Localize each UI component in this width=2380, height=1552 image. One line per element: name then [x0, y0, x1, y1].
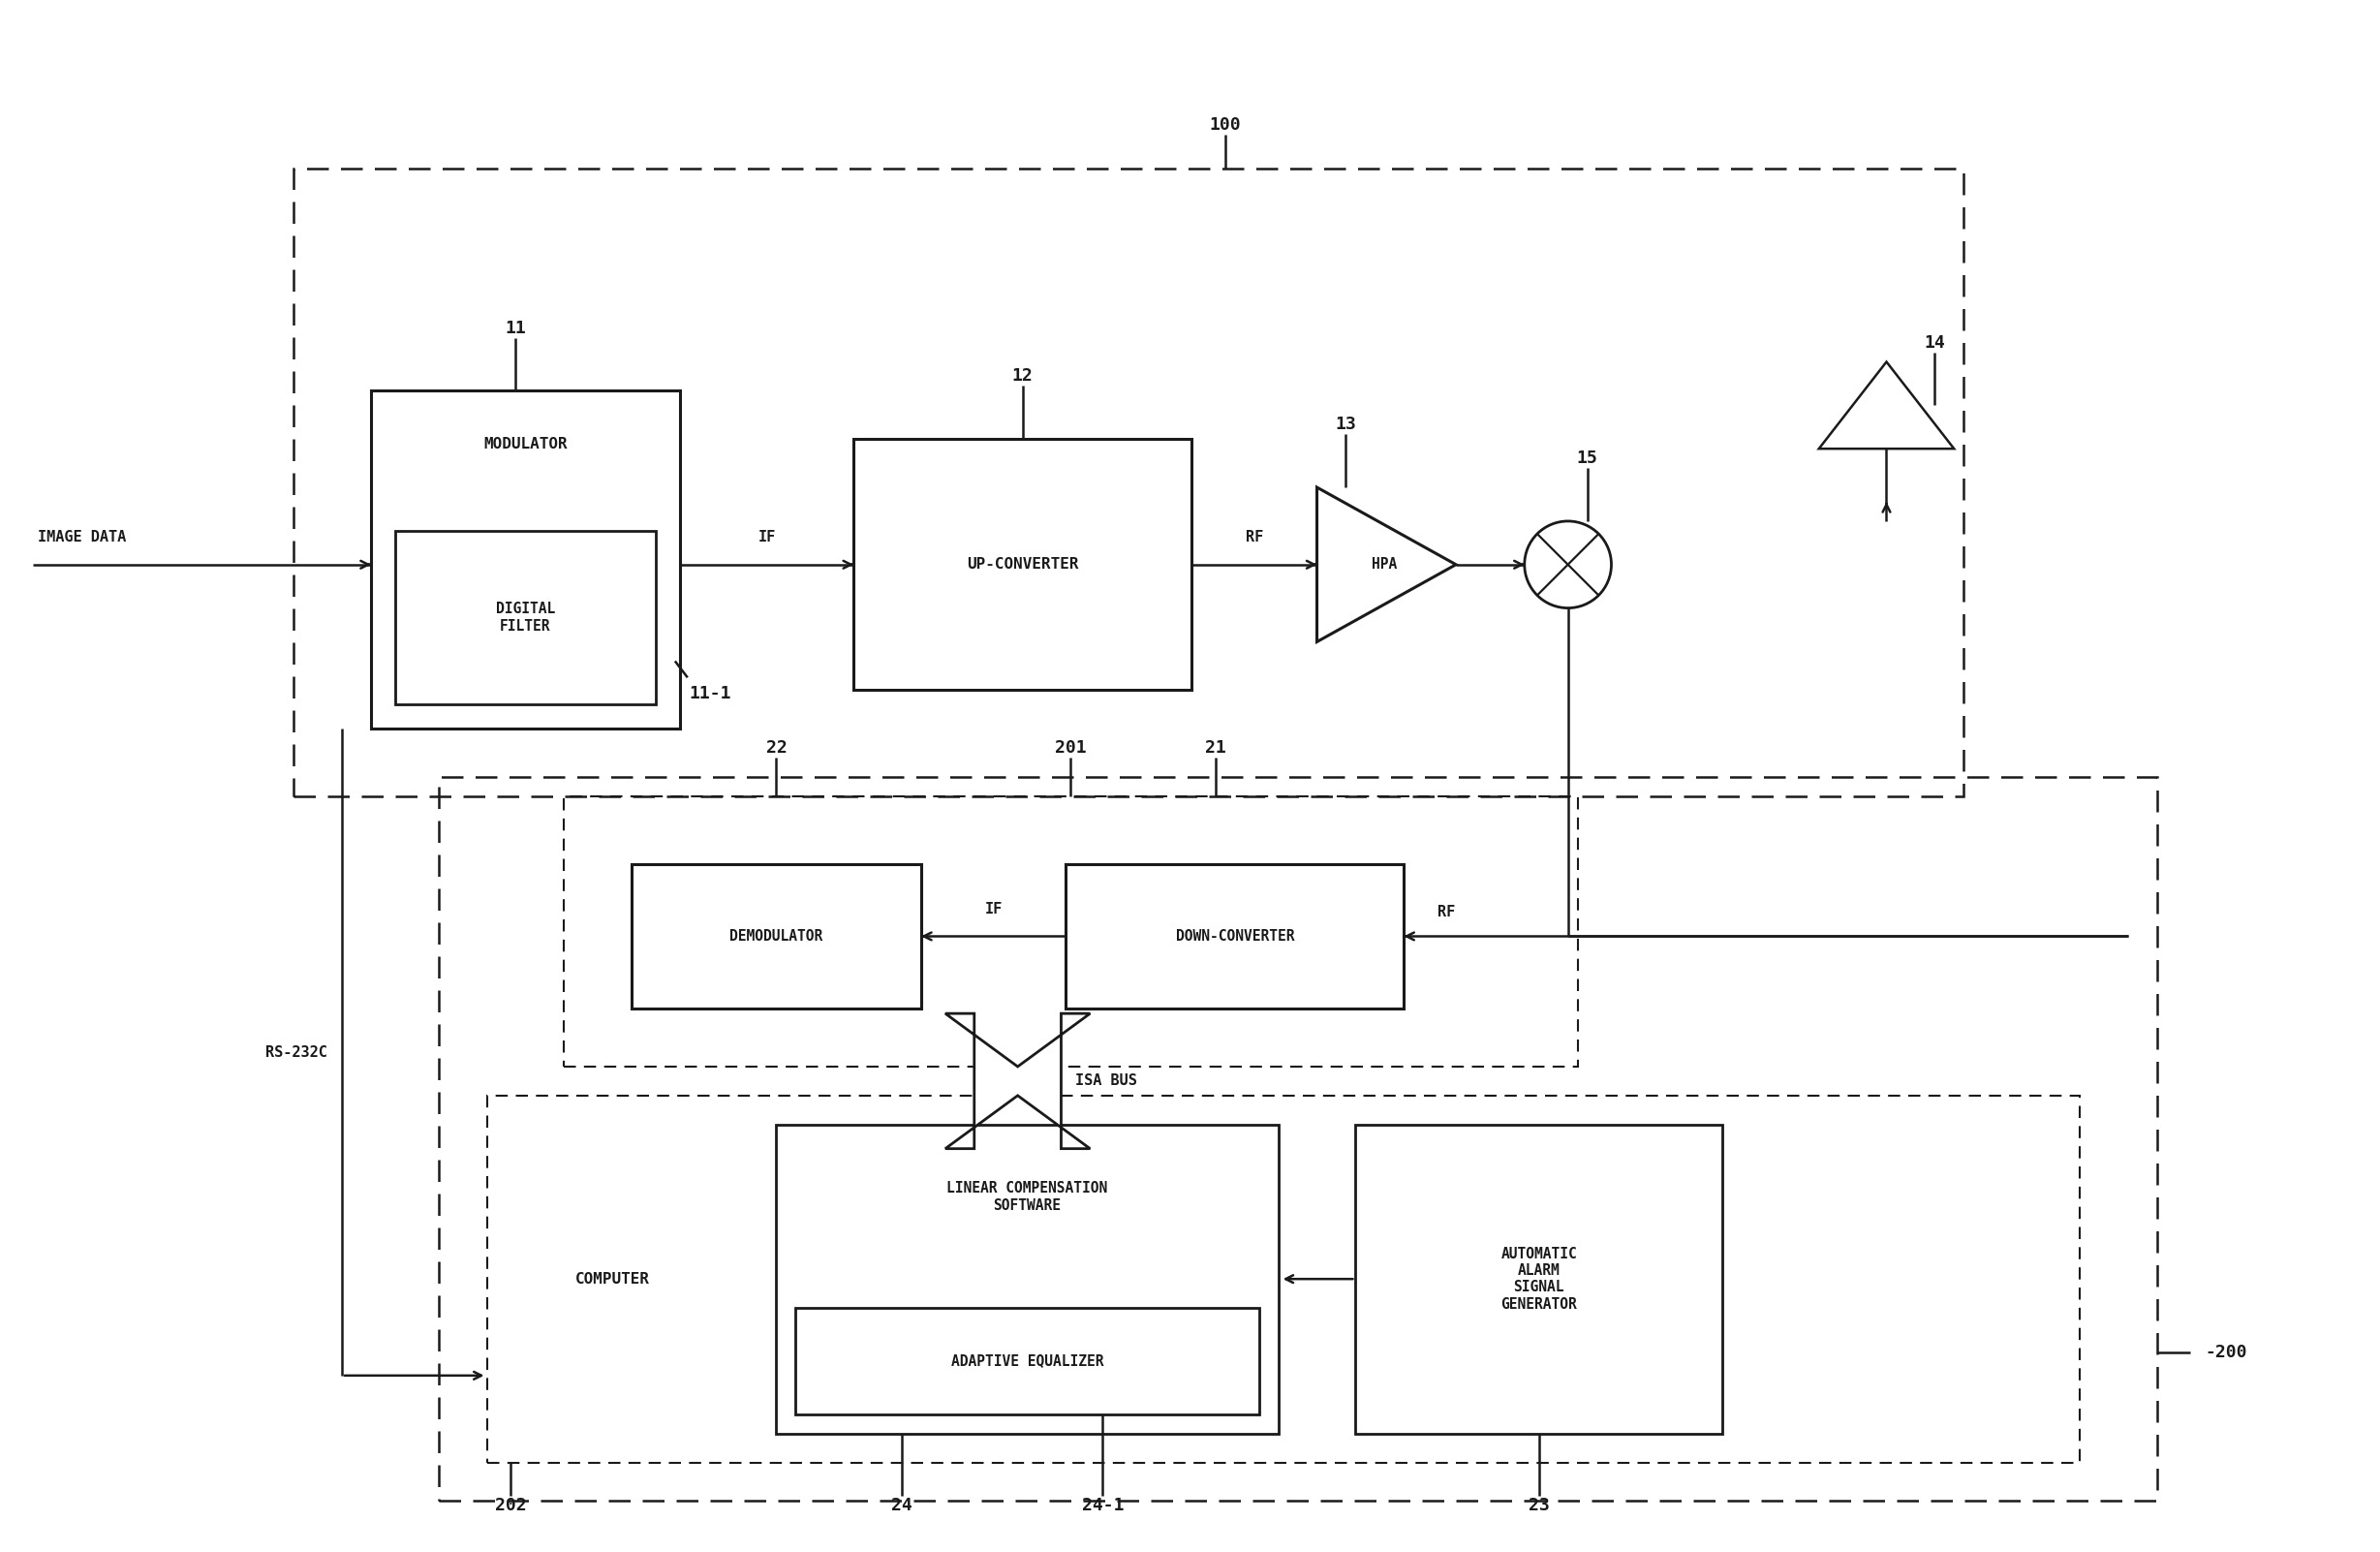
- Bar: [1066, 864, 1404, 1009]
- Text: ISA BUS: ISA BUS: [1076, 1074, 1138, 1088]
- Text: 11-1: 11-1: [690, 686, 731, 703]
- Text: MODULATOR: MODULATOR: [483, 436, 566, 452]
- Text: DOWN-CONVERTER: DOWN-CONVERTER: [1176, 930, 1295, 944]
- Bar: [371, 391, 681, 729]
- Text: 202: 202: [495, 1498, 526, 1515]
- Text: IF: IF: [757, 531, 776, 545]
- Text: RS-232C: RS-232C: [267, 1044, 328, 1060]
- Bar: [488, 1096, 2080, 1462]
- Bar: [795, 1308, 1259, 1414]
- Text: ADAPTIVE EQUALIZER: ADAPTIVE EQUALIZER: [952, 1353, 1104, 1369]
- Text: 21: 21: [1204, 739, 1226, 757]
- Text: 13: 13: [1335, 416, 1357, 433]
- Bar: [631, 864, 921, 1009]
- Text: 201: 201: [1054, 739, 1088, 757]
- Bar: [776, 1125, 1278, 1434]
- Bar: [854, 439, 1192, 691]
- Bar: [395, 531, 657, 705]
- Text: 11: 11: [505, 320, 526, 337]
- Bar: [293, 169, 1963, 796]
- Text: LINEAR COMPENSATION
SOFTWARE: LINEAR COMPENSATION SOFTWARE: [947, 1181, 1107, 1212]
- Text: AUTOMATIC
ALARM
SIGNAL
GENERATOR: AUTOMATIC ALARM SIGNAL GENERATOR: [1502, 1246, 1578, 1311]
- Text: 24: 24: [892, 1498, 912, 1515]
- Bar: [438, 778, 2156, 1501]
- Text: 14: 14: [1923, 334, 1944, 351]
- Text: 24-1: 24-1: [1081, 1498, 1123, 1515]
- Text: 22: 22: [766, 739, 788, 757]
- Text: -200: -200: [2204, 1344, 2247, 1361]
- Text: DEMODULATOR: DEMODULATOR: [731, 930, 823, 944]
- Text: 100: 100: [1209, 116, 1240, 133]
- Text: DIGITAL
FILTER: DIGITAL FILTER: [495, 602, 555, 633]
- Text: HPA: HPA: [1371, 557, 1397, 571]
- Text: 23: 23: [1528, 1498, 1549, 1515]
- Bar: [1357, 1125, 1723, 1434]
- Text: RF: RF: [1245, 531, 1264, 545]
- Text: COMPUTER: COMPUTER: [576, 1271, 650, 1287]
- Text: 12: 12: [1011, 368, 1033, 385]
- Text: IF: IF: [985, 902, 1002, 917]
- Text: IMAGE DATA: IMAGE DATA: [38, 531, 126, 545]
- Text: UP-CONVERTER: UP-CONVERTER: [966, 557, 1078, 571]
- Text: RF: RF: [1438, 905, 1454, 919]
- Bar: [564, 796, 1578, 1066]
- Polygon shape: [945, 1013, 1090, 1148]
- Text: 15: 15: [1576, 450, 1597, 467]
